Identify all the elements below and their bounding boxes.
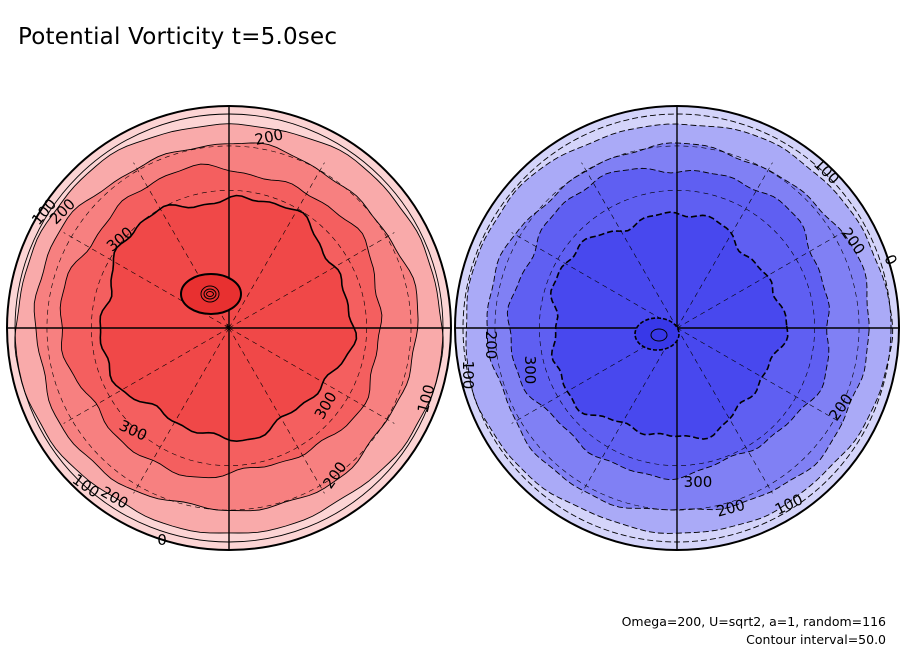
south-meridian bbox=[511, 232, 678, 329]
south-meridian bbox=[676, 327, 773, 494]
south-outer-contour bbox=[462, 113, 892, 543]
vortex-outer-contour bbox=[180, 273, 242, 315]
contour-interval-note: Contour interval=50.0 bbox=[746, 632, 886, 647]
south-contour-label: 300 bbox=[684, 473, 713, 491]
north-meridian bbox=[228, 327, 395, 424]
south-meridian bbox=[676, 327, 843, 424]
north-outer-border bbox=[6, 105, 452, 551]
north-pole-marker: * bbox=[225, 322, 231, 335]
north-meridian bbox=[228, 162, 325, 329]
chart-title: Potential Vorticity t=5.0sec bbox=[18, 24, 338, 50]
vortex-inner-contour bbox=[206, 291, 214, 297]
north-meridian bbox=[228, 232, 395, 329]
vortex-inner-contour bbox=[650, 328, 668, 342]
vortex-outer-contour bbox=[634, 317, 680, 351]
south-contour-label: 100 bbox=[459, 361, 477, 390]
vortex-inner-contour bbox=[200, 285, 220, 303]
north-vortex bbox=[180, 273, 242, 315]
north-outer-contour bbox=[14, 113, 444, 543]
south-meridian bbox=[581, 162, 678, 329]
north-contour-label: 200 bbox=[253, 125, 285, 149]
north-meridian bbox=[133, 327, 230, 494]
vortex-inner-contour bbox=[203, 288, 217, 300]
north-meridian bbox=[63, 327, 230, 424]
south-meridian bbox=[676, 232, 843, 329]
parameter-note: Omega=200, U=sqrt2, a=1, random=116 bbox=[621, 614, 886, 629]
north-level-4-fill bbox=[99, 194, 358, 443]
south-vortex bbox=[634, 317, 680, 351]
south-meridian bbox=[676, 162, 773, 329]
south-contour-label: 300 bbox=[521, 356, 539, 385]
south-outer-border bbox=[454, 105, 900, 551]
south-meridian bbox=[581, 327, 678, 494]
north-contour-label: 0 bbox=[157, 531, 167, 549]
north-meridian bbox=[228, 327, 325, 494]
south-contour-label: 200 bbox=[482, 331, 500, 360]
